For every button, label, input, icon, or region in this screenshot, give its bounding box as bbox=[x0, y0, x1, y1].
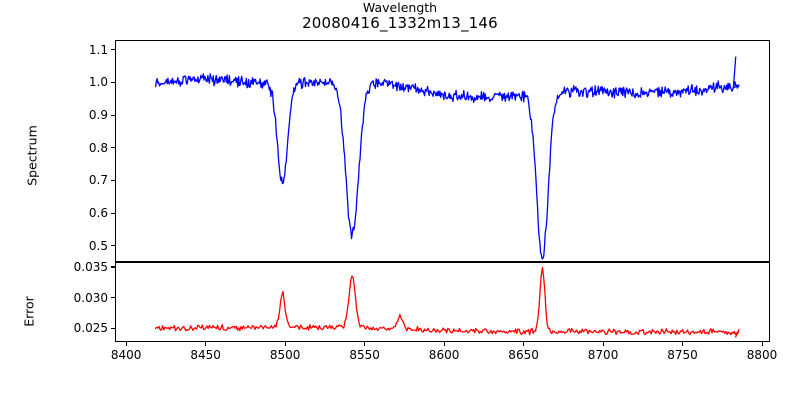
xtick-mark bbox=[364, 342, 366, 346]
xtick-label: 8450 bbox=[190, 348, 221, 362]
ytick-label: 1.1 bbox=[88, 42, 108, 57]
spectrum-axis-label: Spectrum bbox=[24, 125, 40, 186]
error-axis-label: Error bbox=[21, 296, 37, 327]
ytick-label: 0.030 bbox=[73, 290, 108, 305]
ytick-mark bbox=[111, 212, 115, 214]
xtick-mark bbox=[761, 342, 763, 346]
spectrum-panel bbox=[115, 40, 770, 262]
ytick-mark bbox=[111, 327, 115, 330]
ytick-mark bbox=[111, 266, 115, 268]
ytick-mark bbox=[111, 114, 115, 116]
ytick-label: 0.8 bbox=[88, 140, 108, 155]
ytick-mark bbox=[111, 81, 115, 84]
xtick-label: 8650 bbox=[508, 348, 539, 362]
ytick-mark bbox=[111, 245, 115, 247]
ytick-mark bbox=[111, 179, 115, 181]
xtick-label: 8550 bbox=[349, 348, 380, 362]
ytick-label: 1.0 bbox=[88, 75, 108, 90]
xtick-label: 8750 bbox=[667, 348, 698, 362]
ytick-label: 0.7 bbox=[88, 173, 108, 188]
xtick-label: 8500 bbox=[269, 348, 301, 362]
xtick-label: 8400 bbox=[110, 348, 142, 362]
ytick-mark bbox=[111, 147, 115, 149]
ytick-label: 0.9 bbox=[88, 108, 108, 123]
xtick-mark bbox=[443, 342, 445, 346]
figure-title: 20080416_1332m13_146 bbox=[302, 14, 498, 32]
error-panel bbox=[115, 262, 770, 342]
wavelength-axis-label: Wavelength bbox=[362, 0, 438, 15]
xtick-mark bbox=[602, 342, 604, 346]
ytick-label: 0.6 bbox=[88, 206, 108, 221]
xtick-mark bbox=[284, 342, 286, 346]
xtick-label: 8600 bbox=[428, 348, 460, 362]
ytick-mark bbox=[111, 297, 115, 299]
xtick-label: 8800 bbox=[746, 348, 778, 362]
xtick-mark bbox=[682, 342, 684, 346]
ytick-label: 0.025 bbox=[73, 321, 108, 336]
ytick-label: 0.035 bbox=[73, 259, 108, 274]
xtick-mark bbox=[205, 342, 207, 346]
error-plot-area bbox=[116, 263, 769, 341]
ytick-label: 0.5 bbox=[88, 238, 108, 253]
spectrum-plot-area bbox=[116, 41, 769, 261]
xtick-label: 8700 bbox=[587, 348, 619, 362]
xtick-mark bbox=[125, 342, 127, 346]
ytick-mark bbox=[111, 49, 115, 51]
xtick-mark bbox=[523, 342, 525, 346]
